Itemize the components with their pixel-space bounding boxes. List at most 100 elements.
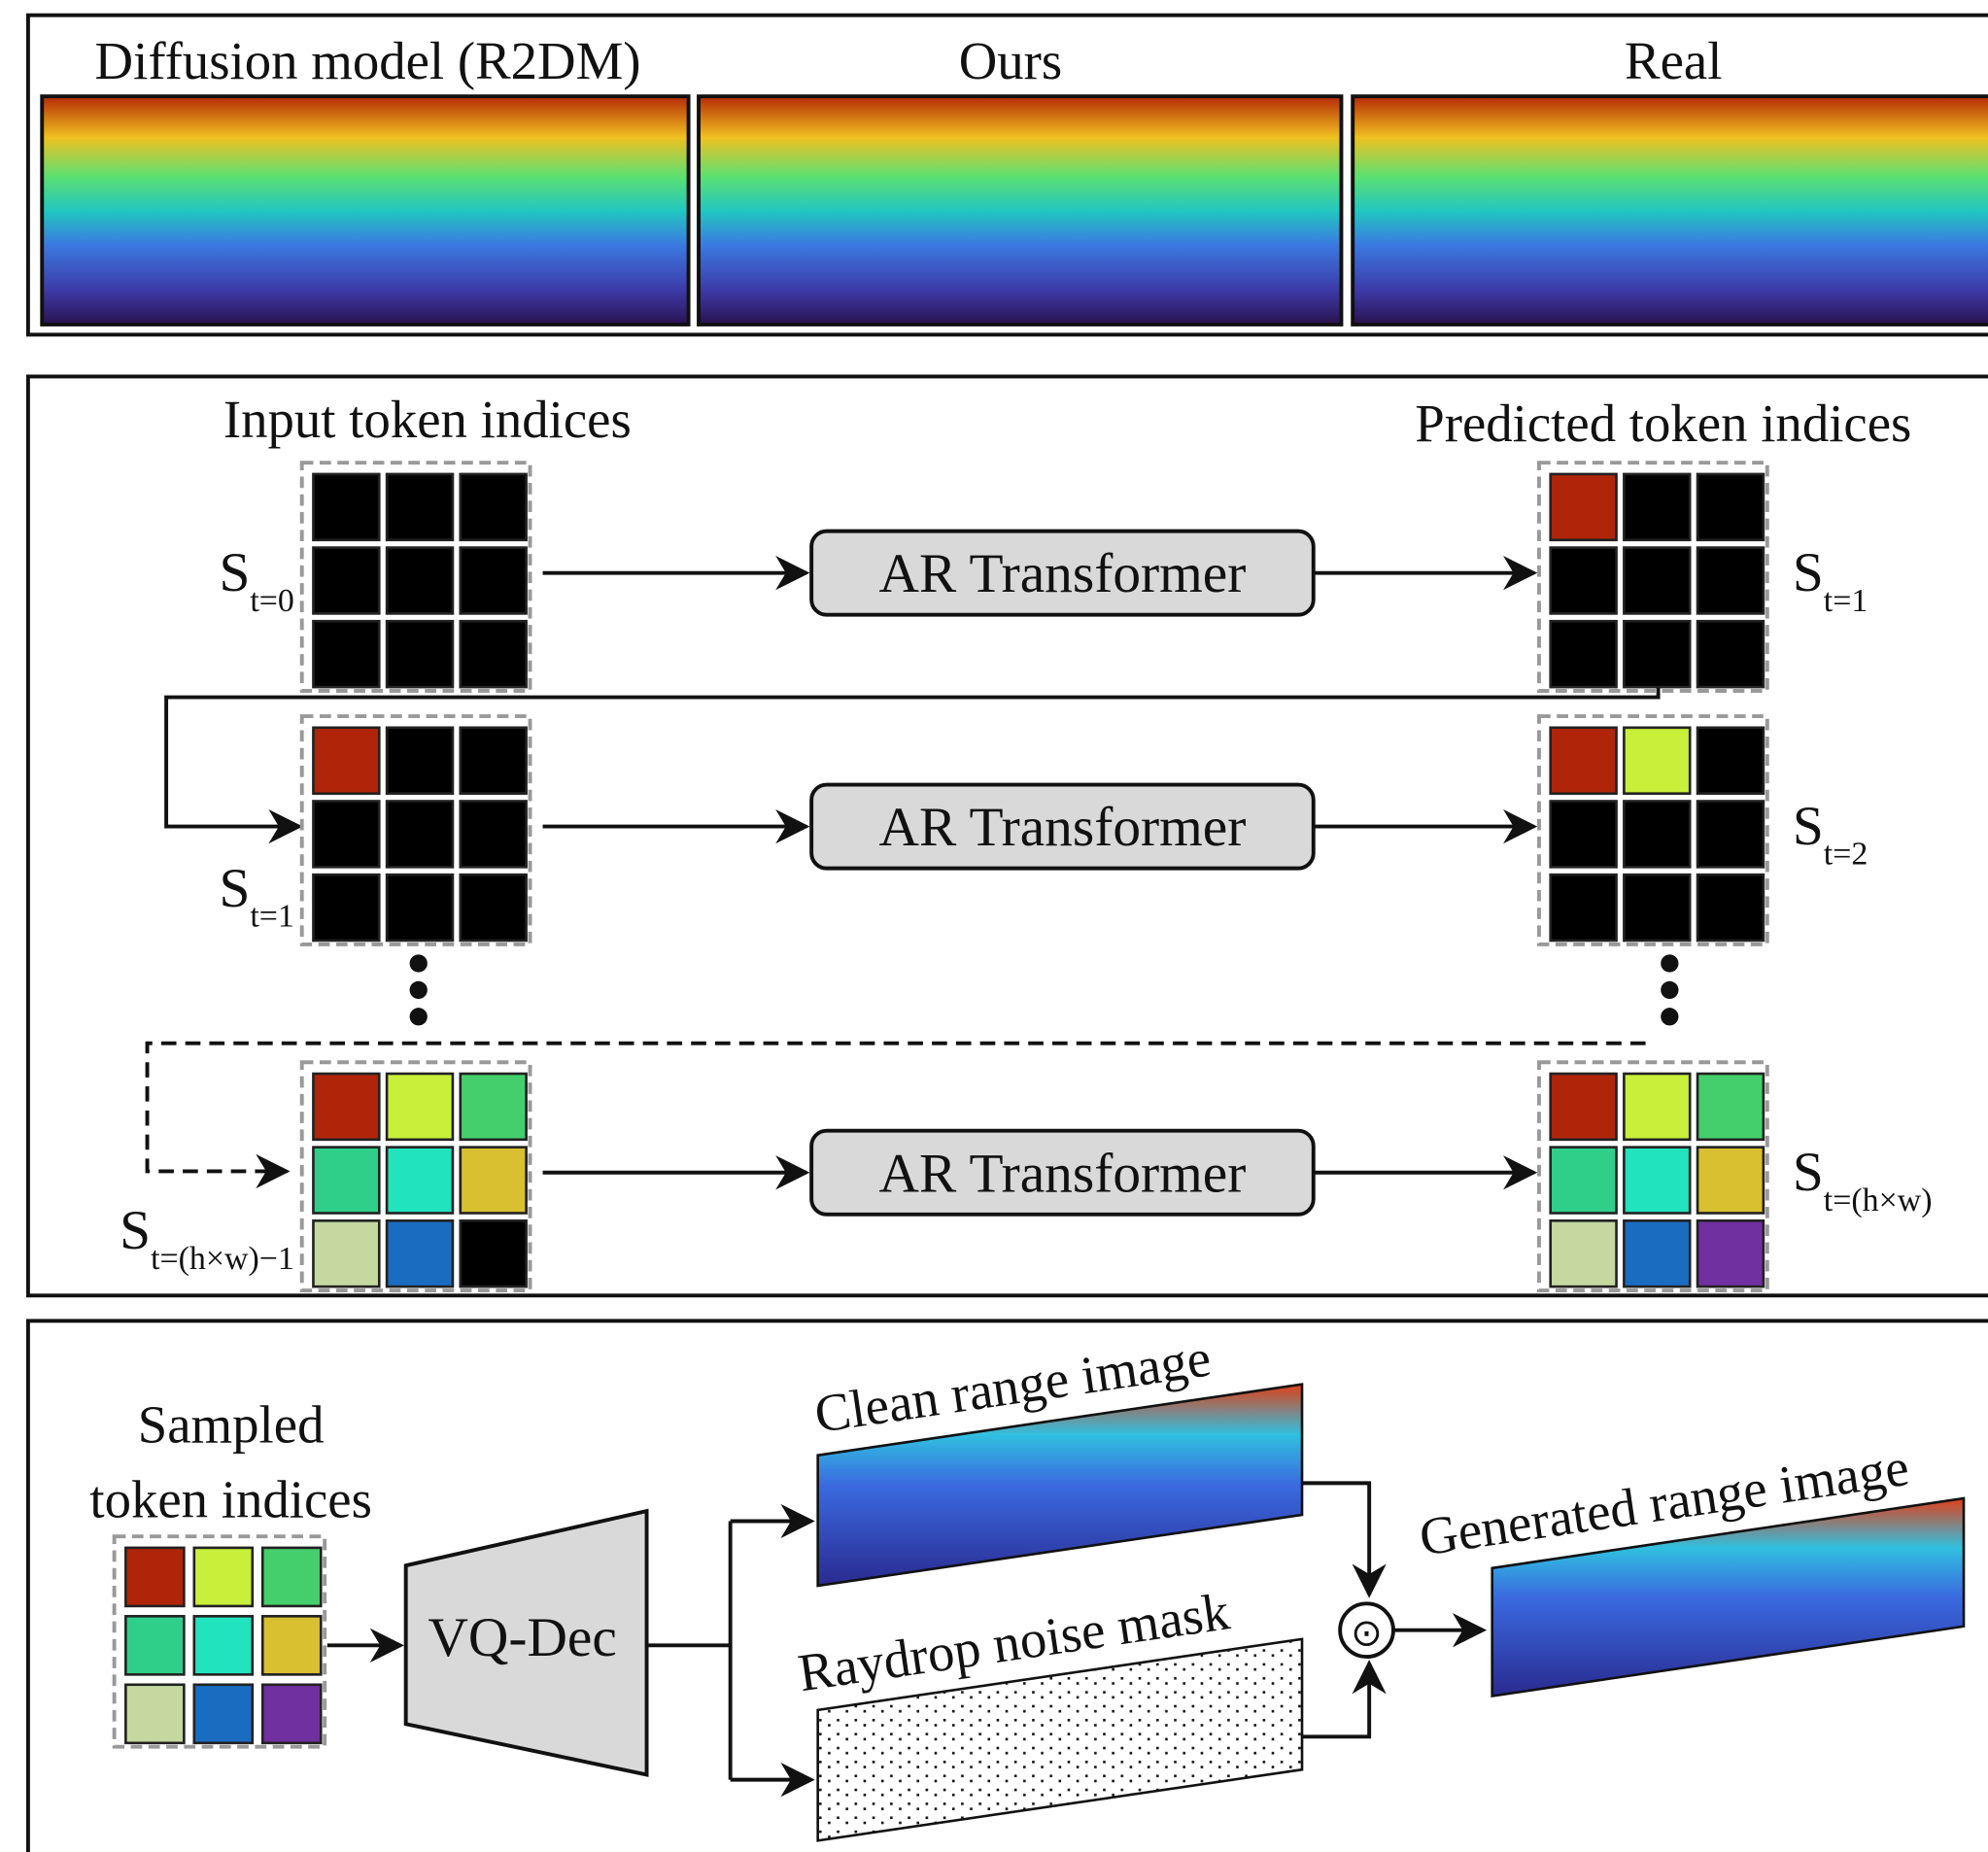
- token: [313, 875, 379, 941]
- token-grid: [1539, 716, 1767, 944]
- comparison-panel: Diffusion model (R2DM) Ours Real: [28, 16, 1988, 335]
- range-image: [1353, 96, 1988, 325]
- token: [461, 728, 527, 794]
- token: [313, 728, 379, 794]
- token: [1697, 728, 1764, 794]
- token: [1551, 1148, 1617, 1214]
- token: [387, 728, 453, 794]
- token: [194, 1548, 253, 1606]
- token: [1624, 474, 1690, 540]
- token: [461, 1074, 527, 1140]
- token: [387, 548, 453, 614]
- state-base: S: [219, 858, 250, 919]
- token: [1624, 875, 1690, 941]
- token: [313, 1148, 379, 1214]
- token: [387, 801, 453, 867]
- token: [313, 1074, 379, 1140]
- token: [461, 474, 527, 540]
- sampled-label: token indices: [89, 1470, 372, 1529]
- token: [1697, 1148, 1764, 1214]
- transformer-label: AR Transformer: [879, 1143, 1247, 1204]
- state-label: St=0: [219, 542, 293, 619]
- token: [1697, 801, 1764, 867]
- sampled-label: Sampled: [138, 1395, 325, 1455]
- token: [1551, 1220, 1617, 1286]
- token: [125, 1685, 184, 1743]
- input-label: Input token indices: [223, 390, 632, 449]
- token-grid: [1539, 463, 1767, 691]
- token: [313, 1220, 379, 1286]
- state-label: St=(h×w): [1793, 1142, 1933, 1218]
- range-image: [42, 96, 688, 325]
- state-label: St=1: [219, 858, 293, 935]
- token: [1551, 621, 1617, 687]
- token: [1551, 548, 1617, 614]
- token-grid: [302, 716, 531, 944]
- token: [1551, 728, 1617, 794]
- method-label: Ours: [959, 31, 1063, 90]
- figure: Diffusion model (R2DM) Ours Real Input t…: [0, 0, 1988, 1852]
- token: [1551, 1074, 1617, 1140]
- token: [461, 621, 527, 687]
- state-sub: t=2: [1824, 837, 1868, 873]
- token: [313, 621, 379, 687]
- state-base: S: [219, 542, 250, 603]
- method-label: Diffusion model (R2DM): [95, 31, 641, 90]
- token: [387, 1148, 453, 1214]
- state-sub: t=1: [250, 899, 294, 935]
- token: [387, 621, 453, 687]
- method-label: Real: [1625, 31, 1722, 90]
- token-grid: [115, 1536, 326, 1747]
- token: [125, 1548, 184, 1606]
- token: [1551, 801, 1617, 867]
- token: [262, 1548, 321, 1606]
- token: [1624, 621, 1690, 687]
- token: [1697, 474, 1764, 540]
- state-base: S: [120, 1200, 151, 1261]
- branch: [647, 1522, 731, 1780]
- transformer-label: AR Transformer: [879, 543, 1247, 604]
- operator: ⊙: [1351, 1612, 1383, 1654]
- arrow: [1302, 1663, 1369, 1737]
- token: [262, 1685, 321, 1743]
- state-base: S: [1793, 542, 1824, 603]
- token: [313, 801, 379, 867]
- token: [1624, 1074, 1690, 1140]
- token: [461, 801, 527, 867]
- ellipsis: [410, 954, 1679, 1025]
- token: [461, 875, 527, 941]
- token: [461, 1220, 527, 1286]
- token: [1624, 548, 1690, 614]
- token-grid: [302, 1062, 531, 1290]
- token: [1697, 548, 1764, 614]
- state-sub: t=(h×w)−1: [151, 1241, 294, 1277]
- token: [1697, 875, 1764, 941]
- output-label: Predicted token indices: [1415, 394, 1911, 453]
- state-label: St=(h×w)−1: [120, 1200, 294, 1277]
- decoder-label: VQ-Dec: [428, 1607, 616, 1668]
- arrow: [1302, 1483, 1369, 1595]
- token-grid: [302, 463, 531, 691]
- token: [387, 474, 453, 540]
- token: [461, 548, 527, 614]
- page: Diffusion model (R2DM) Ours Real Input t…: [0, 0, 1988, 1852]
- token: [1624, 1148, 1690, 1214]
- token: [387, 875, 453, 941]
- token: [1624, 1220, 1690, 1286]
- state-base: S: [1793, 1142, 1824, 1203]
- transformer-label: AR Transformer: [879, 797, 1247, 858]
- token: [262, 1616, 321, 1674]
- token: [1624, 728, 1690, 794]
- token: [1624, 801, 1690, 867]
- token: [194, 1685, 253, 1743]
- token: [313, 548, 379, 614]
- state-sub: t=1: [1824, 583, 1868, 619]
- token: [1551, 875, 1617, 941]
- token-grid: [1539, 1062, 1767, 1290]
- range-image: [699, 96, 1341, 325]
- state-label: St=1: [1793, 542, 1868, 619]
- token: [387, 1220, 453, 1286]
- token: [194, 1616, 253, 1674]
- token: [387, 1074, 453, 1140]
- token: [1697, 1220, 1764, 1286]
